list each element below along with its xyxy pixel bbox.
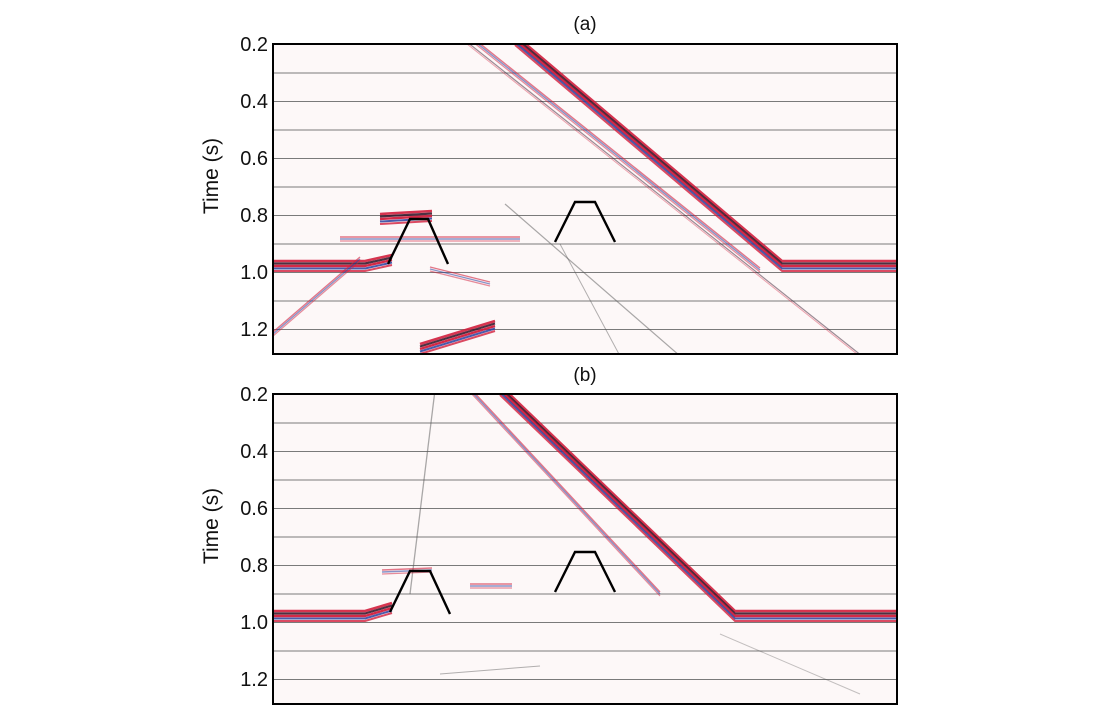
dipping-reflection [500,394,897,620]
dipping-reflection [502,394,897,618]
panel-a-y-tick-labels: 0.2 0.4 0.6 0.8 1.0 1.2 [240,34,268,341]
y-tick-label: 0.2 [240,34,268,56]
diffraction-limb [273,258,361,335]
diffraction-limb [419,330,496,354]
dipping-reflection [505,394,897,615]
y-tick-label: 0.2 [240,384,268,406]
panel-b-y-tick-labels: 0.2 0.4 0.6 0.8 1.0 1.2 [240,384,268,691]
section-background [273,394,897,704]
diffraction-apex [379,214,433,221]
dipping-reflection-secondary [471,394,661,597]
diffraction-apex [379,212,433,218]
diffraction-limb [419,322,496,348]
flat-reflector-left [273,601,393,613]
flat-reflector-left [273,604,393,615]
scatter-event [429,266,491,283]
dipping-reflection-secondary [479,44,761,269]
diffraction-tail [559,243,620,354]
flat-reflector-left [273,258,393,268]
y-tick-label: 1.2 [240,319,268,341]
flat-reflector-left [273,256,393,265]
diffraction-apex [381,567,433,571]
dipping-reflection [514,44,897,272]
panel-a-label: (a) [573,14,596,35]
diffraction-apex [379,209,433,216]
section-background [273,44,897,354]
panel-a-seismic-section [273,44,897,354]
flat-reflector-left [273,612,393,622]
scatter-event [719,633,861,695]
diffraction-limb [419,327,496,353]
diffraction-tail [504,203,679,354]
dipping-reflection [507,394,897,613]
scatter-event [429,268,491,285]
y-tick-label: 0.4 [240,441,268,463]
flat-reflector-left [273,606,393,618]
diffraction-tail [466,44,858,354]
panel-b-frame [272,393,898,705]
model-outline [553,200,617,243]
flat-reflector-left [273,264,393,272]
dipping-reflection [523,44,897,263]
panel-a-y-axis-label: Time (s) [200,138,223,214]
model-outline [553,550,617,593]
y-tick-label: 0.6 [240,148,268,170]
model-outline [388,569,452,615]
panel-a: (a) Time (s) 0.2 0.4 0.6 0.8 1.0 1.2 [200,14,898,355]
panel-a-frame [272,43,898,355]
diffraction-tail [409,394,436,595]
dipping-reflection [499,394,897,622]
dipping-reflection [517,44,897,268]
scatter-event [429,270,491,287]
diffraction-limb [419,324,496,351]
y-tick-label: 1.0 [240,612,268,634]
model-outline [386,217,450,265]
flat-reflector-left [273,253,393,263]
diffraction-tail [468,44,861,354]
dipping-reflection-secondary [474,394,661,593]
y-tick-label: 1.2 [240,669,268,691]
panel-b-y-axis-label: Time (s) [200,488,223,564]
flat-reflector-left [273,609,393,620]
y-tick-label: 0.6 [240,498,268,520]
diffraction-limb [419,319,496,346]
flat-reflector-left [273,261,393,270]
y-tick-label: 0.8 [240,555,268,577]
scatter-event [439,665,541,675]
diffraction-limb [273,260,361,337]
diffraction-apex [379,220,433,225]
y-tick-label: 1.0 [240,262,268,284]
y-tick-label: 0.4 [240,91,268,113]
panel-b: (b) Time (s) 0.2 0.4 0.6 0.8 1.0 1.2 [200,365,898,705]
dipping-reflection-secondary [474,44,761,273]
panel-b-seismic-section [273,394,897,704]
y-tick-label: 0.8 [240,205,268,227]
diffraction-limb [273,256,361,333]
dipping-reflection-secondary [472,394,661,595]
dipping-reflection [515,44,897,270]
dipping-reflection [520,44,897,265]
diffraction-apex [381,571,433,575]
dipping-reflection-secondary [476,44,761,271]
panel-b-label: (b) [573,365,596,386]
